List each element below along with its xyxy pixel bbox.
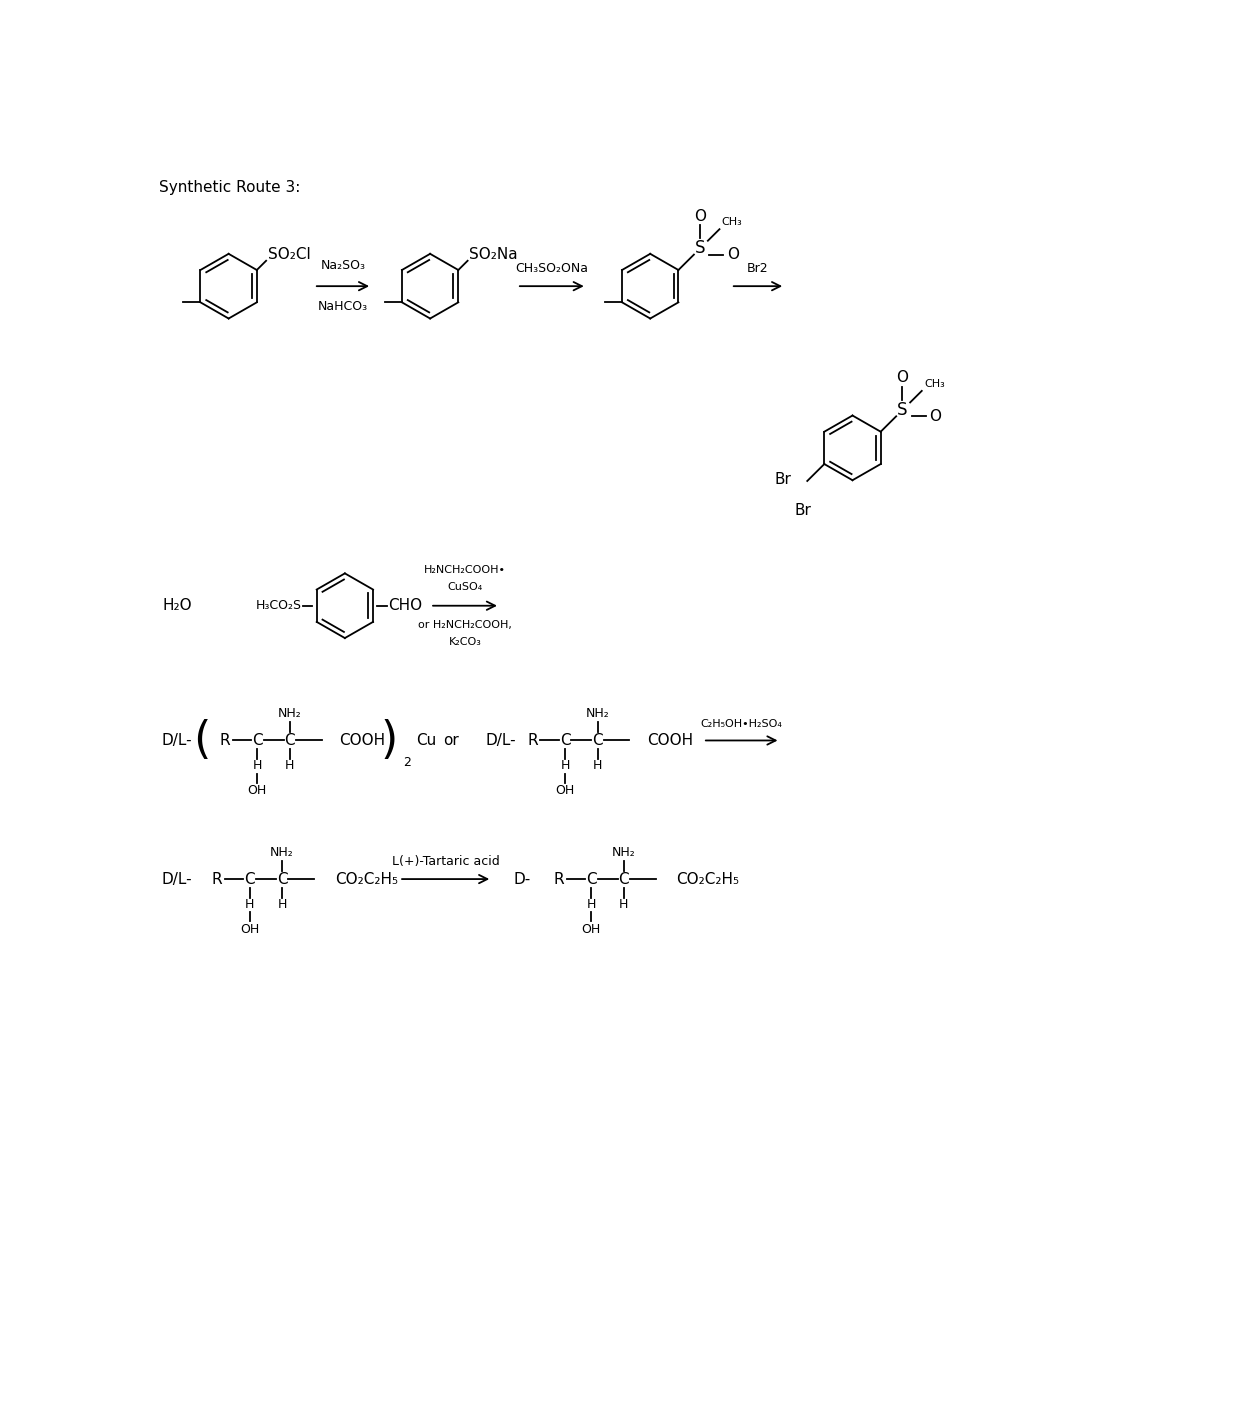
Text: NH₂: NH₂ bbox=[613, 846, 636, 859]
Text: H₂O: H₂O bbox=[162, 598, 192, 613]
Text: O: O bbox=[727, 247, 739, 262]
Text: ): ) bbox=[381, 718, 398, 762]
Text: COOH: COOH bbox=[647, 732, 693, 748]
Text: K₂CO₃: K₂CO₃ bbox=[449, 637, 481, 647]
Text: H: H bbox=[587, 898, 596, 911]
Text: NH₂: NH₂ bbox=[270, 846, 294, 859]
Text: O: O bbox=[694, 209, 706, 223]
Text: Cu: Cu bbox=[417, 732, 436, 748]
Text: C: C bbox=[593, 732, 603, 748]
Text: SO₂Cl: SO₂Cl bbox=[268, 247, 310, 262]
Text: NH₂: NH₂ bbox=[278, 707, 301, 720]
Text: H₃CO₂S: H₃CO₂S bbox=[255, 599, 301, 612]
Text: H: H bbox=[278, 898, 286, 911]
Text: OH: OH bbox=[239, 923, 259, 936]
Text: O: O bbox=[929, 408, 941, 424]
Text: R: R bbox=[212, 871, 222, 887]
Text: COOH: COOH bbox=[340, 732, 386, 748]
Text: H: H bbox=[253, 759, 262, 773]
Text: C: C bbox=[252, 732, 263, 748]
Text: C: C bbox=[619, 871, 629, 887]
Text: C: C bbox=[559, 732, 570, 748]
Text: D/L-: D/L- bbox=[161, 732, 192, 748]
Text: H₂NCH₂COOH•: H₂NCH₂COOH• bbox=[424, 565, 506, 575]
Text: CO₂C₂H₅: CO₂C₂H₅ bbox=[335, 871, 398, 887]
Text: NH₂: NH₂ bbox=[585, 707, 609, 720]
Text: H: H bbox=[244, 898, 254, 911]
Text: CuSO₄: CuSO₄ bbox=[448, 582, 482, 592]
Text: C: C bbox=[587, 871, 596, 887]
Text: Na₂SO₃: Na₂SO₃ bbox=[320, 260, 366, 272]
Text: (: ( bbox=[192, 718, 211, 762]
Text: H: H bbox=[285, 759, 295, 773]
Text: SO₂Na: SO₂Na bbox=[469, 247, 518, 262]
Text: R: R bbox=[527, 732, 538, 748]
Text: or: or bbox=[443, 732, 459, 748]
Text: Br: Br bbox=[794, 502, 811, 518]
Text: CH₃: CH₃ bbox=[924, 379, 945, 389]
Text: C: C bbox=[277, 871, 288, 887]
Text: O: O bbox=[897, 370, 909, 386]
Text: CH₃SO₂ONa: CH₃SO₂ONa bbox=[516, 261, 588, 275]
Text: CH₃: CH₃ bbox=[722, 217, 743, 227]
Text: D-: D- bbox=[513, 871, 531, 887]
Text: D/L-: D/L- bbox=[486, 732, 517, 748]
Text: C₂H₅OH•H₂SO₄: C₂H₅OH•H₂SO₄ bbox=[701, 718, 782, 730]
Text: Br: Br bbox=[774, 471, 791, 487]
Text: Br2: Br2 bbox=[748, 261, 769, 275]
Text: R: R bbox=[219, 732, 231, 748]
Text: H: H bbox=[619, 898, 629, 911]
Text: H: H bbox=[593, 759, 603, 773]
Text: OH: OH bbox=[582, 923, 601, 936]
Text: CHO: CHO bbox=[388, 598, 423, 613]
Text: C: C bbox=[244, 871, 255, 887]
Text: or H₂NCH₂COOH,: or H₂NCH₂COOH, bbox=[418, 620, 512, 630]
Text: OH: OH bbox=[556, 784, 574, 797]
Text: CO₂C₂H₅: CO₂C₂H₅ bbox=[677, 871, 739, 887]
Text: OH: OH bbox=[248, 784, 267, 797]
Text: 2: 2 bbox=[403, 756, 410, 769]
Text: C: C bbox=[284, 732, 295, 748]
Text: Synthetic Route 3:: Synthetic Route 3: bbox=[159, 180, 300, 195]
Text: S: S bbox=[897, 401, 908, 419]
Text: NaHCO₃: NaHCO₃ bbox=[317, 300, 368, 313]
Text: H: H bbox=[560, 759, 569, 773]
Text: L(+)-Tartaric acid: L(+)-Tartaric acid bbox=[392, 854, 500, 867]
Text: S: S bbox=[694, 240, 706, 257]
Text: R: R bbox=[553, 871, 564, 887]
Text: D/L-: D/L- bbox=[161, 871, 192, 887]
